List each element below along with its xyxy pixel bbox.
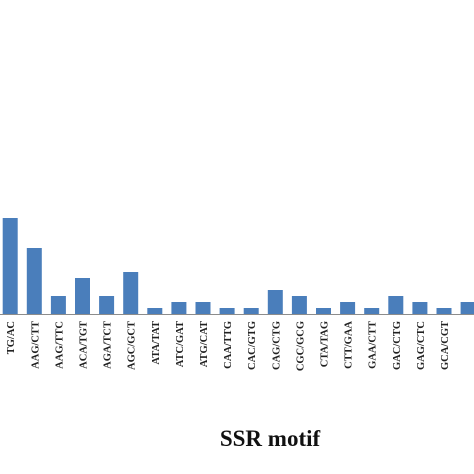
bar-16 [388,296,404,314]
bar-15 [364,308,380,314]
x-tick-label: AAG/CTT [30,321,41,369]
x-tick-label: CTA/TAG [320,321,331,367]
bar-1 [26,248,42,314]
x-tick-label: AGA/TCT [103,321,114,369]
bar-8 [195,302,211,314]
bar-13 [316,308,331,314]
bar-12 [291,296,307,314]
x-tick-label: ATA/TAT [151,321,162,365]
x-tick-label: CAG/CTG [271,321,282,370]
x-tick-labels: TG/AC AAG/CTT AAG/TTC ACA/TGT AGA/TCT AGC/GCT… [6,321,451,372]
bar-6 [147,308,163,314]
x-axis-title: SSR motif [220,426,321,451]
bar-9 [219,308,235,314]
bar-4 [99,296,115,314]
x-tick-label: GAA/CTT [368,321,379,369]
bar-10 [243,308,259,314]
bars-group [2,218,474,314]
x-tick-label: CAC/GTG [247,321,258,370]
bar-11 [267,290,283,314]
x-tick-label: GAC/CTG [392,321,403,370]
bar-7 [171,302,187,314]
x-tick-label: CTT/GAA [344,321,355,369]
x-tick-label: CAA/TTG [223,321,234,369]
bar-5 [123,272,139,314]
x-tick-label: ATG/CAT [199,321,210,367]
bar-19 [460,302,474,314]
bar-2 [50,296,66,314]
bar-18 [436,308,452,314]
x-tick-label: AAG/TTC [54,321,65,369]
x-tick-label: ACA/TGT [79,321,90,369]
x-tick-label: CGC/GCG [295,321,306,371]
x-tick-label: GAG/CTC [416,321,427,370]
bar-14 [340,302,356,314]
x-tick-label: AGC/GCT [127,321,138,370]
x-tick-label: ATC/GAT [175,321,186,367]
bar-17 [412,302,428,314]
x-tick-label: TG/AC [6,321,17,354]
x-tick-label: GCA/CGT [440,321,451,370]
bar-3 [75,278,90,314]
bar-0 [2,218,18,314]
